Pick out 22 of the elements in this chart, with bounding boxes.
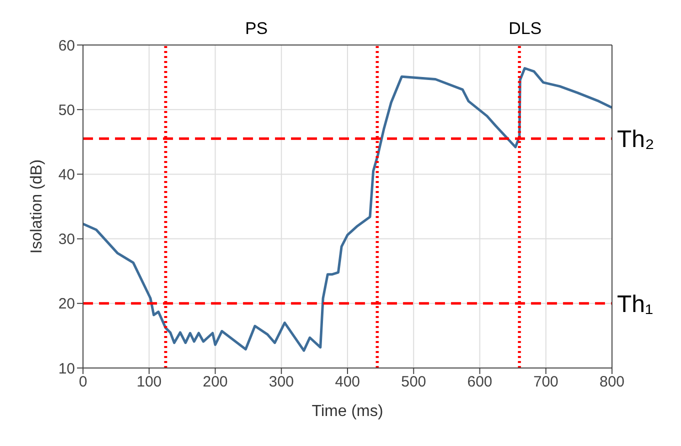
- y-axis-title: Isolation (dB): [28, 159, 46, 254]
- x-tick-label: 400: [334, 374, 360, 391]
- x-tick-label: 600: [467, 374, 492, 391]
- y-tick-label: 40: [58, 166, 75, 184]
- text: PS: [245, 19, 268, 38]
- x-tick-label: 800: [599, 374, 625, 391]
- y-tick-label: 20: [58, 296, 75, 313]
- ref-line-label: Th₁: [617, 290, 654, 318]
- ref-line-label: Th₂: [617, 126, 654, 154]
- text: DLS: [508, 19, 542, 38]
- x-tick-label: 100: [136, 374, 162, 391]
- y-tick-label: 60: [58, 37, 75, 54]
- x-tick-label: 200: [202, 374, 228, 391]
- x-tick-label: 0: [78, 374, 88, 391]
- x-tick-label: 300: [268, 374, 294, 391]
- x-axis-title: Time (ms): [312, 403, 384, 420]
- x-tick-label: 700: [533, 374, 558, 391]
- y-tick-label: 30: [58, 231, 75, 248]
- y-tick-label: 10: [58, 360, 75, 378]
- y-tick-label: 50: [58, 102, 75, 119]
- line-series: [83, 67, 612, 352]
- x-tick-label: 500: [401, 374, 426, 391]
